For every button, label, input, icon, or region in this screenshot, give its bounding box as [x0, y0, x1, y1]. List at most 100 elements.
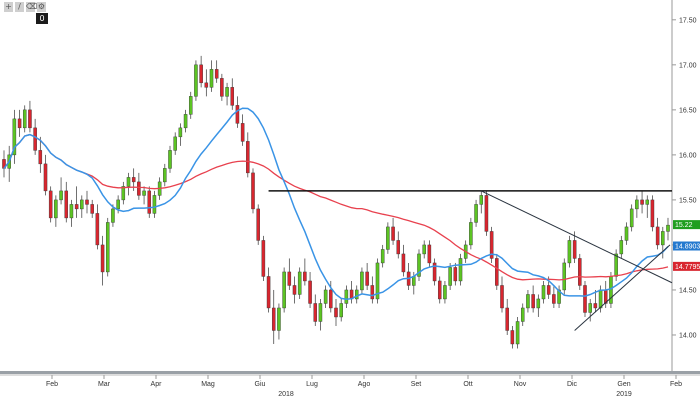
candle-body: [432, 262, 437, 282]
candle-body: [38, 150, 43, 165]
candle-body: [354, 289, 359, 300]
candle-body: [308, 280, 312, 304]
candle-body: [95, 213, 100, 246]
candle-body: [469, 222, 473, 246]
annotation-count-badge[interactable]: 0: [36, 13, 48, 24]
candle-body: [121, 186, 126, 201]
candle-body: [448, 267, 452, 286]
candle-body: [541, 285, 546, 300]
candle-body: [629, 208, 634, 228]
candle-body: [105, 222, 110, 273]
settings-icon[interactable]: ⚙: [37, 2, 46, 12]
candle-body: [12, 118, 17, 156]
candle-body: [520, 307, 525, 322]
trash-icon[interactable]: ⌫: [26, 2, 38, 12]
candle-body: [214, 69, 219, 79]
candle-body: [209, 69, 214, 88]
crosshair-icon[interactable]: +: [4, 2, 13, 12]
candle-body: [437, 280, 442, 300]
candle-body: [572, 240, 577, 259]
x-tick-label: Dic: [567, 381, 578, 388]
price-tag: [673, 241, 700, 251]
candle-body: [661, 231, 665, 246]
candle-body: [168, 150, 172, 169]
candle-body: [500, 285, 504, 309]
candle-body: [401, 253, 406, 273]
candle-body: [183, 114, 188, 129]
candle-body: [318, 303, 323, 322]
candle-body: [163, 168, 167, 183]
x-tick-label: Feb: [670, 381, 682, 388]
candle-body: [313, 303, 318, 322]
candle-body: [489, 231, 494, 259]
candle-body: [64, 190, 69, 219]
pencil-icon[interactable]: /: [15, 2, 24, 12]
candle-body: [116, 199, 120, 210]
candle-body: [131, 177, 136, 183]
candle-body: [80, 199, 84, 210]
candle-body: [69, 204, 74, 219]
x-tick-label: Gen: [617, 381, 630, 388]
candle-body: [578, 258, 582, 286]
candle-body: [230, 87, 235, 106]
x-year-label: 2018: [278, 391, 294, 398]
candle-body: [614, 253, 618, 277]
candle-body: [645, 199, 650, 205]
trendline-ascending[interactable]: [574, 244, 671, 331]
candle-body: [479, 195, 484, 205]
candle-body: [220, 78, 224, 97]
candle-body: [531, 294, 535, 309]
candle-body: [292, 285, 297, 295]
trendline-descending[interactable]: [481, 190, 673, 284]
candle-body: [360, 271, 364, 291]
candle-body: [90, 204, 94, 214]
candle-body: [28, 109, 32, 129]
candle-body: [386, 226, 390, 250]
candle-body: [370, 285, 375, 300]
candle-body: [640, 199, 644, 205]
x-tick-label: Set: [411, 381, 422, 388]
x-tick-label: Ott: [463, 381, 472, 388]
x-axis-scrollbar[interactable]: [0, 371, 700, 374]
candle-body: [85, 199, 89, 205]
x-tick-label: Nov: [514, 381, 527, 388]
candle-body: [43, 163, 48, 192]
candle-body: [59, 190, 63, 201]
candle-body: [396, 240, 401, 255]
candle-body: [147, 190, 152, 214]
y-tick-label: 16.00: [679, 152, 697, 159]
candle-body: [246, 141, 250, 174]
candle-body: [277, 307, 281, 331]
y-tick-label: 16.50: [679, 107, 697, 114]
candle-body: [33, 127, 37, 151]
candle-body: [391, 226, 395, 241]
candle-body: [303, 271, 307, 282]
candle-body: [54, 199, 58, 219]
candle-body: [74, 204, 79, 210]
candle-body: [443, 285, 447, 300]
candle-body: [137, 181, 141, 196]
candle-body: [323, 289, 328, 304]
candle-body: [173, 136, 177, 151]
price-tag-label: 15.22: [675, 222, 693, 229]
candle-body: [380, 249, 385, 264]
candle-body: [515, 321, 520, 345]
candle-body: [458, 258, 463, 282]
candle-body: [199, 64, 203, 84]
candle-body: [567, 240, 572, 264]
y-tick-label: 17.50: [679, 17, 697, 24]
candle-body: [583, 285, 587, 313]
candle-body: [422, 244, 426, 255]
candle-body: [510, 330, 515, 345]
candle-body: [339, 303, 343, 318]
candle-body: [240, 123, 245, 142]
candle-body: [562, 262, 567, 291]
candle-body: [178, 127, 183, 138]
candle-body: [297, 271, 302, 295]
x-year-label: 2019: [616, 391, 632, 398]
candle-body: [344, 289, 349, 304]
candle-body: [100, 244, 105, 273]
x-tick-label: Feb: [46, 381, 58, 388]
